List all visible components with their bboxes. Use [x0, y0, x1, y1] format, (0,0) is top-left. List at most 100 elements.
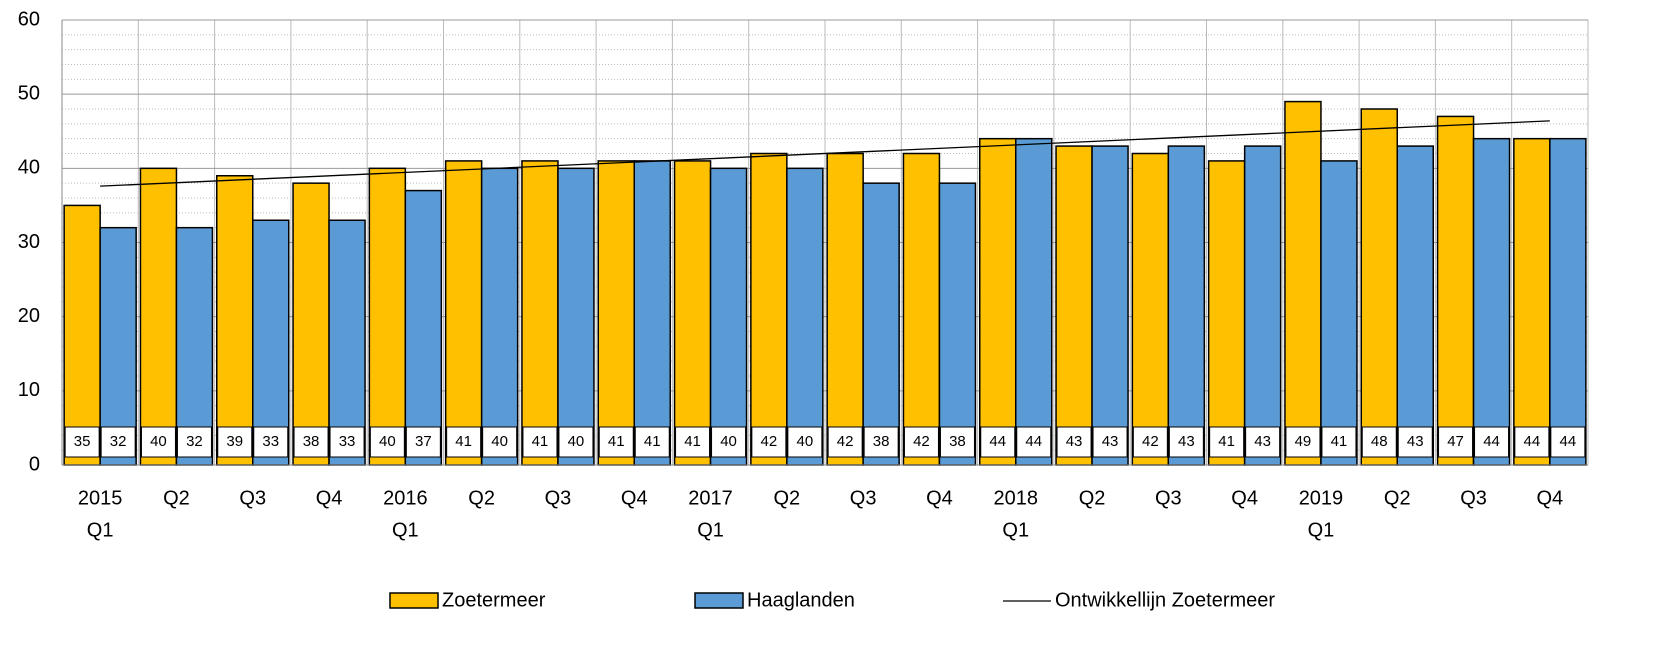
bar: [1284, 100, 1322, 466]
data-label: 38: [873, 433, 890, 450]
x-tick-label: Q4: [316, 487, 343, 509]
data-label: 40: [491, 433, 508, 450]
bar: [709, 167, 748, 466]
data-label-box: [1321, 426, 1357, 458]
data-label: 41: [1331, 433, 1348, 450]
data-label: 43: [1178, 433, 1195, 450]
bar: [557, 167, 595, 466]
x-tick-label: Q1: [392, 519, 419, 541]
data-label-box: [293, 426, 329, 458]
data-label-box: [751, 426, 787, 458]
data-label-box: [1245, 426, 1281, 458]
data-label-box: [100, 426, 136, 458]
data-label: 40: [720, 433, 737, 450]
data-label: 38: [303, 433, 320, 450]
legend-label: Ontwikkellijn Zoetermeer: [1055, 589, 1275, 611]
data-label-box: [1285, 426, 1321, 458]
data-label-box: [1056, 426, 1092, 458]
trend-line: [100, 120, 1550, 187]
legend-swatch: [694, 592, 744, 609]
bar: [633, 160, 671, 466]
legend-label: Haaglanden: [747, 589, 855, 611]
legend-label: Zoetermeer: [442, 589, 546, 611]
data-label-box: [1092, 426, 1128, 458]
bar: [673, 160, 712, 466]
bar: [521, 160, 559, 466]
data-label-box: [1474, 426, 1510, 458]
data-label-box: [634, 426, 670, 458]
data-label: 41: [608, 433, 625, 450]
data-label: 37: [415, 433, 432, 450]
data-label-box: [329, 426, 365, 458]
data-label-box: [1132, 426, 1168, 458]
x-tick-label: 2019: [1299, 487, 1344, 509]
bar: [902, 152, 941, 466]
data-label: 40: [150, 433, 167, 450]
bar: [1055, 145, 1093, 466]
data-label: 41: [532, 433, 549, 450]
bar: [1207, 160, 1246, 466]
data-label-box: [787, 426, 823, 458]
data-label-box: [1438, 426, 1474, 458]
x-tick-label: Q2: [774, 487, 801, 509]
x-tick-label: Q4: [621, 487, 648, 509]
data-label: 41: [644, 433, 661, 450]
data-label-box: [217, 426, 253, 458]
bar: [1513, 137, 1551, 466]
bar: [1091, 145, 1129, 466]
legend-swatch: [389, 592, 439, 609]
data-label: 40: [797, 433, 814, 450]
x-tick-label: Q3: [239, 487, 266, 509]
data-label-box: [1397, 426, 1433, 458]
data-label: 42: [1142, 433, 1159, 450]
bar: [1131, 152, 1170, 466]
data-label: 43: [1066, 433, 1083, 450]
data-label-box: [140, 426, 176, 458]
data-label: 44: [989, 433, 1006, 450]
bar: [1167, 145, 1206, 466]
data-label: 49: [1295, 433, 1312, 450]
x-tick-label: Q1: [697, 519, 724, 541]
x-tick-label: 2016: [383, 487, 428, 509]
bar: [979, 137, 1017, 466]
bar: [1396, 145, 1434, 466]
bar: [252, 219, 290, 466]
x-tick-label: Q1: [1308, 519, 1335, 541]
data-label: 47: [1447, 433, 1464, 450]
y-tick-label: 30: [18, 231, 40, 253]
x-tick-label: Q2: [468, 487, 495, 509]
data-label-box: [939, 426, 975, 458]
y-tick-label: 10: [18, 379, 40, 401]
y-tick-label: 0: [29, 453, 40, 475]
data-label-box: [482, 426, 518, 458]
x-tick-label: Q4: [1231, 487, 1258, 509]
data-label: 42: [837, 433, 854, 450]
bar: [862, 182, 900, 466]
data-label-box: [1168, 426, 1204, 458]
data-label: 38: [949, 433, 966, 450]
y-tick-label: 40: [18, 157, 40, 179]
data-label-box: [405, 426, 441, 458]
data-label: 33: [339, 433, 356, 450]
bar: [292, 182, 330, 466]
data-label-box: [598, 426, 634, 458]
data-label: 41: [1218, 433, 1235, 450]
x-tick-label: Q3: [1460, 487, 1487, 509]
x-tick-label: Q3: [1155, 487, 1182, 509]
data-label-box: [1550, 426, 1586, 458]
x-tick-label: 2018: [994, 487, 1039, 509]
data-label: 44: [1025, 433, 1042, 450]
data-label-box: [176, 426, 212, 458]
data-label: 44: [1524, 433, 1541, 450]
x-tick-label: Q2: [1384, 487, 1411, 509]
data-label-box: [446, 426, 482, 458]
data-label-box: [980, 426, 1016, 458]
data-label: 44: [1483, 433, 1500, 450]
data-label-box: [1016, 426, 1052, 458]
bar: [597, 160, 635, 466]
data-label-box: [522, 426, 558, 458]
x-tick-label: 2017: [688, 487, 733, 509]
data-label: 41: [455, 433, 472, 450]
data-label: 35: [74, 433, 91, 450]
